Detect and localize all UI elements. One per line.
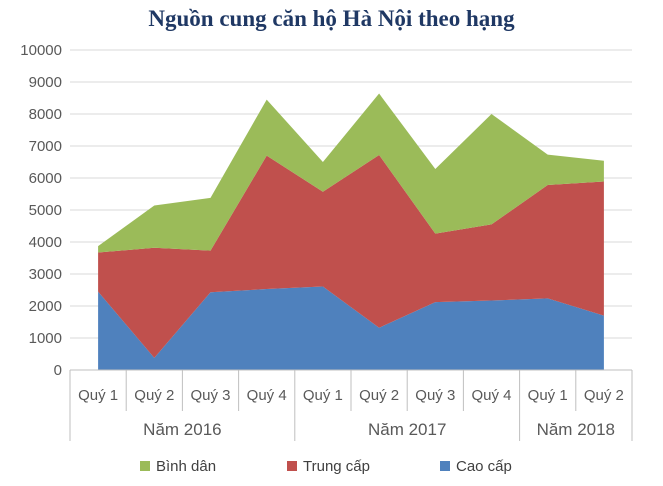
legend-label: Bình dân [156, 458, 216, 475]
y-tick-label: 6000 [29, 170, 62, 187]
x-tick-label: Quý 2 [584, 387, 624, 404]
x-group-label: Năm 2018 [537, 420, 615, 439]
x-tick-label: Quý 1 [78, 387, 118, 404]
x-group-label: Năm 2017 [368, 420, 446, 439]
y-tick-label: 8000 [29, 106, 62, 123]
x-tick-label: Quý 1 [528, 387, 568, 404]
area-bình-dân [98, 93, 604, 253]
y-tick-label: 7000 [29, 138, 62, 155]
legend-swatch-cao-cấp [440, 461, 450, 471]
legend-swatch-bình-dân [140, 461, 150, 471]
x-tick-label: Quý 3 [415, 387, 455, 404]
legend: Bình dân Trung cấp Cao cấp [140, 458, 512, 475]
x-tick-label: Quý 2 [359, 387, 399, 404]
x-tick-label: Quý 4 [471, 387, 511, 404]
legend-label: Trung cấp [303, 458, 370, 475]
area-series [98, 93, 604, 370]
y-tick-label: 0 [54, 362, 62, 379]
legend-label: Cao cấp [456, 458, 512, 475]
x-group-label: Năm 2016 [143, 420, 221, 439]
x-tick-label: Quý 3 [190, 387, 230, 404]
y-tick-label: 1000 [29, 330, 62, 347]
area-trung-cấp [98, 154, 604, 358]
x-axis: Quý 1 Quý 2 Quý 3 Quý 4 Quý 1 Quý 2 Quý 3 Quý 4… [69, 369, 633, 441]
y-tick-label: 5000 [29, 202, 62, 219]
chart-title: Nguồn cung căn hộ Hà Nội theo hạng [148, 6, 515, 31]
x-tick-label: Quý 4 [247, 387, 287, 404]
x-tick-label: Quý 2 [134, 387, 174, 404]
x-tick-label: Quý 1 [303, 387, 343, 404]
y-tick-label: 4000 [29, 234, 62, 251]
y-tick-label: 10000 [20, 42, 62, 59]
legend-swatch-trung-cấp [287, 461, 297, 471]
area-cao-cấp [98, 286, 604, 370]
y-tick-label: 2000 [29, 298, 62, 315]
y-axis: 0 1000 2000 3000 4000 5000 6000 7000 8000 9000 100… [20, 42, 62, 379]
y-tick-label: 3000 [29, 266, 62, 283]
y-tick-label: 9000 [29, 74, 62, 91]
